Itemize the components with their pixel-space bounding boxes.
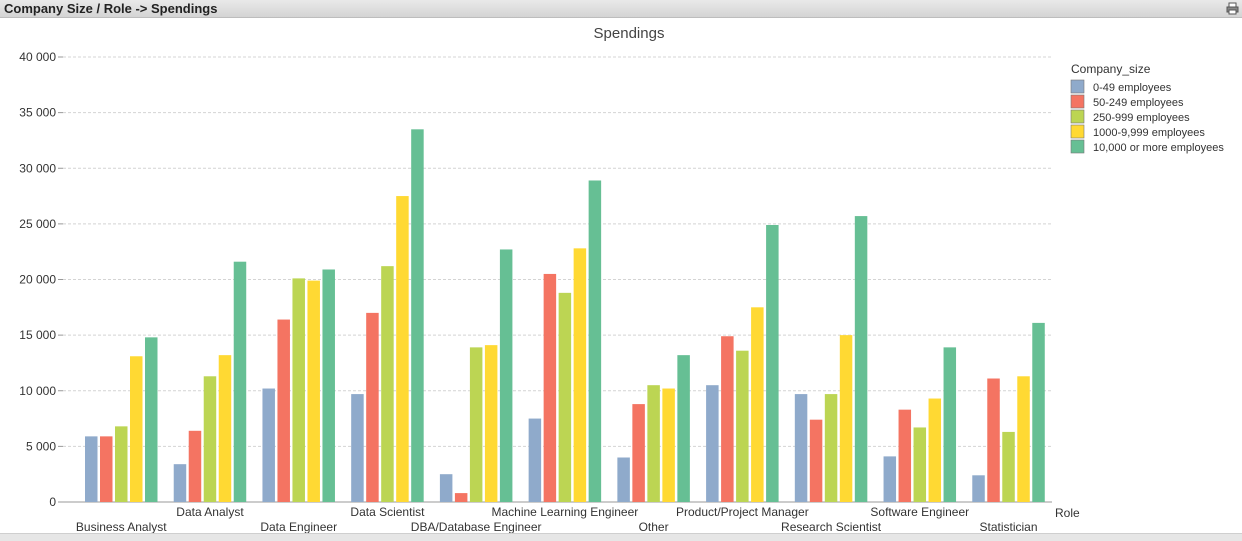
- bar[interactable]: [751, 307, 764, 502]
- legend[interactable]: Company_size 0-49 employees 50-249 employ…: [1070, 62, 1224, 154]
- bars: [85, 129, 1045, 503]
- bar[interactable]: [484, 345, 498, 502]
- bar[interactable]: [396, 196, 409, 502]
- bar[interactable]: [277, 319, 290, 502]
- bar[interactable]: [85, 436, 98, 502]
- bar[interactable]: [322, 269, 335, 502]
- bar[interactable]: [1002, 431, 1015, 502]
- x-tick-label: Machine Learning Engineer: [492, 505, 639, 519]
- bar[interactable]: [115, 426, 128, 502]
- bar[interactable]: [558, 292, 572, 502]
- x-tick-label: Data Scientist: [350, 505, 425, 519]
- bar[interactable]: [662, 388, 675, 502]
- bar[interactable]: [1017, 376, 1030, 502]
- legend-swatch: [1070, 124, 1085, 139]
- bar[interactable]: [292, 278, 305, 502]
- y-tick-label: 40 000: [19, 50, 56, 64]
- bar-chart: 0 5 000 10 000 15 000 20 000 25 000 30 000 35 0…: [19, 25, 1224, 534]
- bar[interactable]: [173, 464, 187, 502]
- bar[interactable]: [218, 355, 232, 502]
- bar[interactable]: [647, 385, 660, 502]
- y-tick-label: 5 000: [26, 439, 56, 453]
- bar[interactable]: [987, 378, 1000, 502]
- print-icon[interactable]: [1226, 2, 1239, 15]
- legend-item-label: 10,000 or more employees: [1093, 142, 1224, 154]
- bar[interactable]: [617, 457, 630, 503]
- bar[interactable]: [1032, 322, 1045, 502]
- bar[interactable]: [100, 436, 113, 502]
- y-tick-label: 15 000: [19, 328, 56, 342]
- window-title: Company Size / Role -> Spendings: [4, 1, 218, 16]
- x-axis-label: Role: [1055, 506, 1080, 520]
- legend-item-label: 250-999 employees: [1093, 112, 1190, 124]
- bar[interactable]: [351, 394, 364, 502]
- bar[interactable]: [573, 248, 587, 502]
- y-tick-label: 20 000: [19, 273, 56, 287]
- window-titlebar: Company Size / Role -> Spendings: [0, 0, 1242, 18]
- legend-swatch: [1070, 139, 1085, 154]
- bar[interactable]: [943, 347, 957, 502]
- bar[interactable]: [706, 385, 719, 502]
- bar[interactable]: [528, 418, 542, 502]
- y-tick-label: 10 000: [19, 384, 56, 398]
- y-tick-label: 35 000: [19, 106, 56, 120]
- bar[interactable]: [130, 356, 143, 502]
- bar[interactable]: [721, 336, 734, 502]
- x-tick-label: DBA/Database Engineer: [411, 520, 542, 533]
- bar[interactable]: [854, 216, 868, 502]
- bar[interactable]: [677, 355, 690, 502]
- legend-title: Company_size: [1071, 62, 1151, 76]
- bar[interactable]: [839, 335, 853, 502]
- legend-swatch: [1070, 109, 1085, 124]
- bar[interactable]: [543, 273, 557, 502]
- bar[interactable]: [972, 475, 985, 502]
- bar[interactable]: [736, 350, 749, 502]
- scroll-strip: [0, 533, 1242, 541]
- bar[interactable]: [454, 493, 468, 502]
- legend-item-label: 1000-9,999 employees: [1093, 127, 1205, 139]
- bar[interactable]: [898, 409, 912, 502]
- x-tick-label: Statistician: [980, 520, 1038, 533]
- x-tick-label: Data Engineer: [260, 520, 337, 533]
- bar[interactable]: [233, 261, 247, 502]
- bar[interactable]: [381, 266, 394, 502]
- x-tick-label: Business Analyst: [76, 520, 167, 533]
- x-tick-label: Data Analyst: [176, 505, 244, 519]
- bar[interactable]: [824, 394, 838, 502]
- bar[interactable]: [469, 347, 483, 502]
- bar[interactable]: [632, 404, 645, 502]
- bar[interactable]: [307, 280, 320, 502]
- y-tick-label: 30 000: [19, 161, 56, 175]
- bar[interactable]: [913, 427, 927, 502]
- chart-container: 0 5 000 10 000 15 000 20 000 25 000 30 000 35 0…: [0, 18, 1242, 534]
- x-axis: Business Analyst Data Analyst Data Enginee…: [76, 505, 1038, 534]
- legend-item-label: 0-49 employees: [1093, 82, 1172, 94]
- bar[interactable]: [366, 312, 379, 502]
- bar[interactable]: [499, 249, 513, 502]
- bar[interactable]: [809, 419, 823, 502]
- bar[interactable]: [439, 474, 453, 502]
- bar[interactable]: [262, 388, 275, 502]
- bar[interactable]: [145, 337, 158, 502]
- bar[interactable]: [928, 398, 942, 502]
- x-tick-label: Other: [639, 520, 669, 533]
- x-tick-label: Research Scientist: [781, 520, 882, 533]
- legend-swatch: [1070, 94, 1085, 109]
- bar[interactable]: [794, 394, 808, 502]
- bar[interactable]: [411, 129, 424, 502]
- y-tick-label: 0: [49, 495, 56, 509]
- chart-title: Spendings: [594, 25, 665, 42]
- bar[interactable]: [883, 456, 897, 502]
- y-tick-label: 25 000: [19, 217, 56, 231]
- x-tick-label: Product/Project Manager: [676, 505, 809, 519]
- legend-item-label: 50-249 employees: [1093, 97, 1184, 109]
- bar[interactable]: [588, 180, 602, 503]
- legend-swatch: [1070, 79, 1085, 94]
- bar[interactable]: [203, 376, 217, 502]
- bar[interactable]: [188, 430, 202, 502]
- x-tick-label: Software Engineer: [870, 505, 969, 519]
- bar[interactable]: [766, 224, 779, 503]
